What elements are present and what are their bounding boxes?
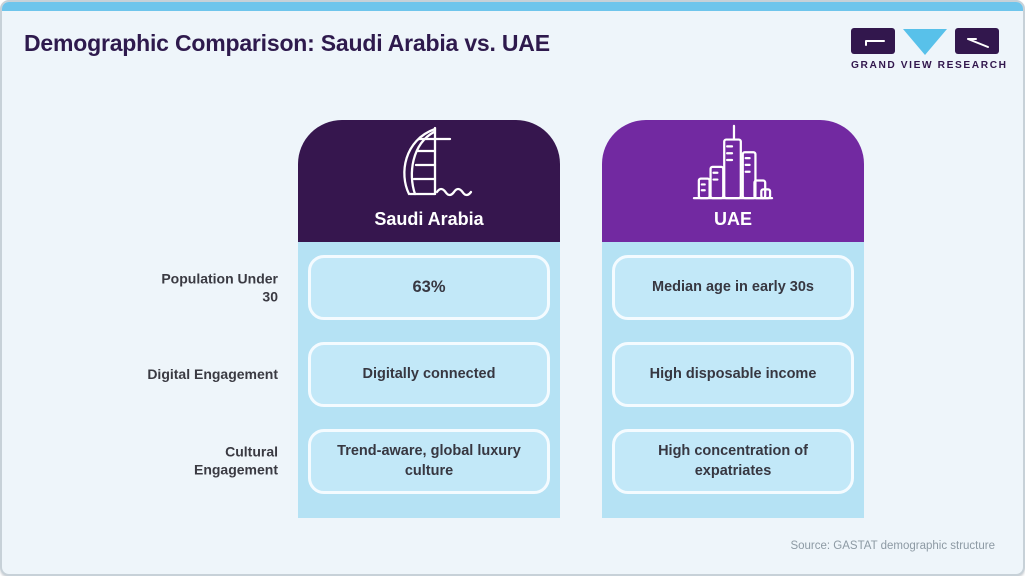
cell-uae-digital: High disposable income	[612, 342, 854, 407]
row-label-population-under-30: Population Under 30	[161, 270, 278, 305]
cell-saudi-digital: Digitally connected	[308, 342, 550, 407]
logo-wordmark: GRAND VIEW RESEARCH	[851, 60, 1008, 71]
page-title: Demographic Comparison: Saudi Arabia vs.…	[24, 30, 550, 56]
column-body-saudi-arabia: 63% Digitally connected Trend-aware, glo…	[298, 242, 560, 518]
column-uae: UAE Median age in early 30s High disposa…	[602, 120, 864, 518]
city-skyline-icon	[692, 124, 774, 200]
column-body-uae: Median age in early 30s High disposable …	[602, 242, 864, 518]
cell-uae-cultural: High concentration of expatriates	[612, 429, 854, 494]
source-note: Source: GASTAT demographic structure	[790, 540, 995, 552]
logo-g-block	[851, 28, 895, 54]
row-label-digital-engagement: Digital Engagement	[147, 365, 278, 382]
logo-v-triangle-icon	[903, 29, 947, 55]
column-saudi-arabia: Saudi Arabia 63% Digitally connected Tre…	[298, 120, 560, 518]
logo-r-glyph	[967, 38, 989, 48]
logo-r-block	[955, 28, 999, 54]
grand-view-research-logo: GRAND VIEW RESEARCH	[851, 28, 1008, 71]
logo-g-glyph	[865, 40, 885, 46]
column-header-saudi-arabia: Saudi Arabia	[298, 120, 560, 242]
burj-al-arab-sail-icon	[403, 126, 473, 197]
cell-uae-population: Median age in early 30s	[612, 255, 854, 320]
cell-saudi-cultural: Trend-aware, global luxury culture	[308, 429, 550, 494]
cell-saudi-population: 63%	[308, 255, 550, 320]
logo-marks	[851, 28, 999, 55]
column-header-uae: UAE	[602, 120, 864, 242]
column-name-uae: UAE	[713, 209, 752, 229]
row-label-cultural-engagement: Cultural Engagement	[193, 443, 278, 478]
top-accent-bar	[2, 2, 1023, 11]
column-name-saudi-arabia: Saudi Arabia	[374, 209, 484, 229]
